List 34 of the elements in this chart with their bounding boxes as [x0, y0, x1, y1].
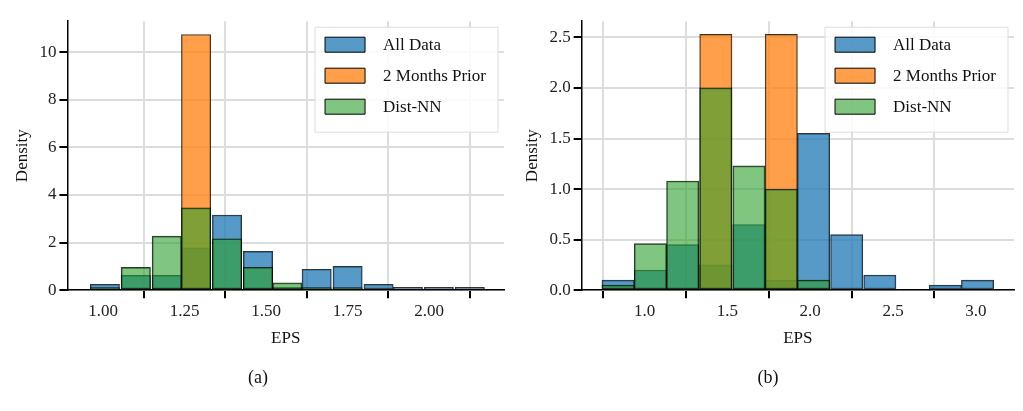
x-tick-label: 1.00: [88, 300, 119, 320]
x-tick-label: 1.5: [716, 300, 739, 320]
legend-label: Dist-NN: [893, 96, 952, 116]
y-axis-title: Density: [11, 128, 31, 183]
x-tick-label: 1.25: [169, 300, 200, 320]
y-tick-label: 0: [47, 279, 57, 299]
y-tick-label: 8: [47, 89, 57, 109]
y-tick-label: 2.0: [549, 77, 571, 97]
text: (a): [248, 367, 268, 388]
x-tick-label: 2.0: [799, 300, 821, 320]
y-tick-label: 10: [39, 41, 57, 61]
legend-label: All Data: [893, 34, 952, 54]
legend-label: 2 Months Prior: [893, 65, 997, 85]
x-tick-label: 1.50: [251, 300, 282, 320]
y-tick-label: 2.5: [549, 26, 571, 46]
y-axis-title: Density: [521, 128, 541, 183]
y-tick-label: 1.0: [549, 178, 571, 198]
y-tick-label: 0.5: [549, 229, 571, 249]
x-tick-label: 2.00: [414, 300, 444, 320]
legend-label: Dist-NN: [383, 96, 442, 116]
y-tick-label: 0.0: [549, 279, 571, 299]
x-tick-label: 1.75: [332, 300, 363, 320]
y-tick-label: 1.5: [549, 127, 571, 147]
legend-label: 2 Months Prior: [383, 65, 487, 85]
x-tick-label: 2.5: [882, 300, 904, 320]
text: (b): [757, 367, 779, 388]
x-tick-label: 3.0: [965, 300, 987, 320]
x-axis-title: EPS: [271, 328, 301, 348]
x-axis-title: EPS: [783, 328, 813, 348]
y-tick-label: 2: [47, 232, 57, 252]
legend-label: All Data: [383, 34, 442, 54]
y-tick-label: 6: [47, 136, 57, 156]
x-tick-label: 1.0: [633, 300, 656, 320]
y-tick-label: 4: [47, 184, 57, 204]
